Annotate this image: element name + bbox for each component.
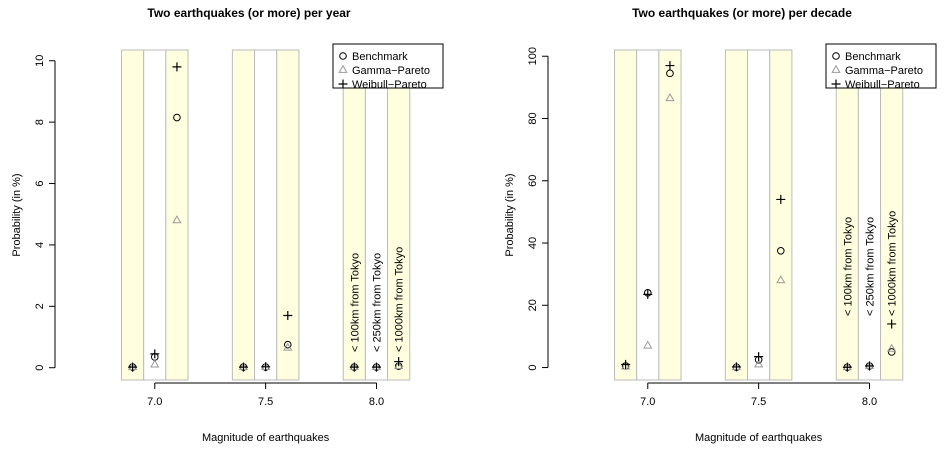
y-tick-label: 80: [527, 112, 539, 124]
annotation: < 250km from Tokyo: [371, 253, 383, 352]
point: [887, 319, 897, 329]
y-axis-label: Probability (in %): [504, 173, 516, 256]
point: [620, 361, 631, 370]
band: [614, 49, 638, 381]
point: [172, 215, 182, 224]
point: [665, 93, 675, 102]
point: [283, 342, 293, 351]
band: [724, 49, 749, 381]
legend-marker: [338, 64, 348, 73]
y-tick-label: 2: [34, 303, 46, 309]
band: [835, 49, 859, 381]
band: [254, 49, 278, 381]
point: [394, 357, 404, 367]
point: [777, 247, 785, 255]
legend-marker: [831, 64, 841, 73]
band: [747, 49, 771, 381]
point: [349, 362, 359, 372]
y-tick-label: 60: [527, 175, 539, 187]
point: [754, 352, 764, 362]
x-tick-label: 8.0: [862, 396, 877, 408]
legend-label: Benchmark: [845, 51, 901, 63]
x-tick-label: 7.0: [640, 396, 655, 408]
annotation: < 100km from Tokyo: [349, 253, 361, 352]
y-tick-label: 0: [34, 365, 46, 371]
point: [150, 359, 160, 368]
point: [371, 362, 381, 372]
y-tick-label: 8: [34, 119, 46, 125]
y-tick-label: 40: [527, 237, 539, 249]
y-tick-label: 0: [527, 364, 539, 370]
legend-box: [825, 43, 937, 89]
band: [636, 49, 660, 381]
band: [231, 49, 256, 381]
legend-box: [332, 43, 444, 89]
legend-marker: [339, 52, 347, 60]
y-axis-label: Probability (in %): [11, 173, 23, 256]
point: [731, 362, 741, 372]
x-tick-label: 7.5: [751, 396, 766, 408]
panel: 7.0 7.5 8.0 0 20 40 60 80 100 < 100km from Tokyo <…: [504, 6, 937, 444]
point: [887, 348, 896, 356]
y-tick-label: 4: [34, 242, 46, 248]
point: [842, 362, 852, 372]
annotation: < 1000km from Tokyo: [887, 211, 899, 316]
point: [283, 311, 293, 321]
panel: 7.0 7.5 8.0 0 2 4 6 8 10 < 100km from Tokyo < 250k…: [11, 6, 444, 444]
point: [393, 360, 404, 370]
x-axis-label: Magnitude of earthquakes: [695, 432, 823, 444]
annotation: < 100km from Tokyo: [842, 217, 854, 316]
x-tick-label: 7.5: [258, 396, 273, 408]
legend-marker: [338, 79, 348, 89]
point: [173, 113, 181, 122]
legend-label: Benchmark: [352, 51, 408, 63]
point: [621, 359, 631, 369]
point: [776, 194, 786, 204]
point: [128, 362, 138, 372]
chart-title: Two earthquakes (or more) per decade: [632, 6, 852, 20]
annotation: < 250km from Tokyo: [864, 217, 876, 316]
point: [238, 362, 248, 372]
chart-title: Two earthquakes (or more) per year: [147, 6, 351, 20]
point: [886, 343, 897, 352]
band: [165, 49, 189, 381]
annotation: < 1000km from Tokyo: [394, 247, 406, 352]
point: [665, 61, 675, 71]
legend-label: Weibull−Pareto: [352, 79, 427, 91]
legend-label: Weibull−Pareto: [845, 79, 920, 91]
band: [658, 49, 682, 381]
point: [150, 349, 160, 359]
x-tick-label: 7.0: [147, 396, 162, 408]
point: [261, 362, 271, 372]
legend-label: Gamma−Pareto: [352, 65, 430, 77]
legend-label: Gamma−Pareto: [845, 65, 923, 77]
x-axis-label: Magnitude of earthquakes: [202, 432, 330, 444]
band: [276, 49, 300, 381]
point: [284, 340, 292, 349]
point: [776, 275, 786, 284]
legend-marker: [832, 52, 840, 60]
point: [864, 361, 874, 371]
y-tick-label: 10: [34, 55, 46, 67]
y-tick-label: 100: [527, 47, 539, 65]
band: [121, 49, 145, 381]
point: [753, 359, 764, 368]
y-tick-label: 6: [34, 180, 46, 186]
point: [172, 62, 182, 72]
point: [643, 289, 653, 299]
band: [769, 49, 793, 381]
legend-marker: [831, 79, 841, 89]
y-tick-label: 20: [527, 299, 539, 311]
x-tick-label: 8.0: [369, 396, 384, 408]
point: [643, 340, 653, 349]
band: [857, 49, 882, 381]
band: [143, 49, 167, 381]
